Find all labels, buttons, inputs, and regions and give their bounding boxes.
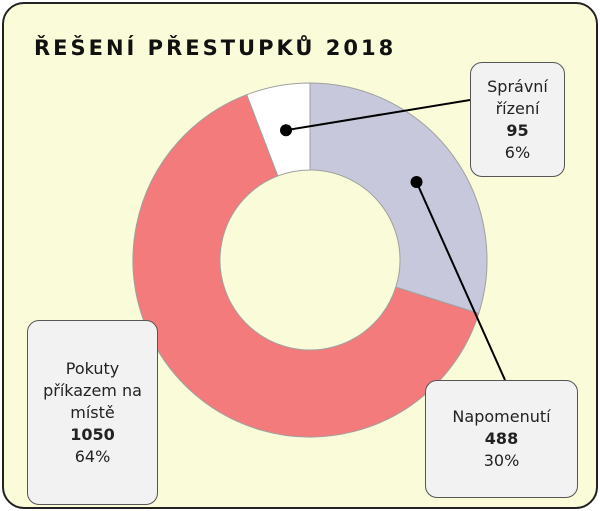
callout-box: Správní řízení 95 6% bbox=[470, 62, 565, 177]
callout-percent: 6% bbox=[504, 142, 531, 162]
callout-box: Napomenutí 488 30% bbox=[425, 380, 578, 498]
chart-title: ŘEŠENÍ PŘESTUPKŮ 2018 bbox=[34, 36, 397, 60]
callout-name: Pokuty příkazem na místě bbox=[43, 358, 142, 422]
donut-slice bbox=[309, 82, 488, 315]
leader-dot bbox=[410, 176, 423, 189]
callout-value: 488 bbox=[484, 429, 519, 448]
donut-slice bbox=[132, 94, 480, 438]
callout-name: Správní řízení bbox=[487, 76, 548, 118]
leader-line bbox=[415, 181, 506, 381]
callout-value: 1050 bbox=[70, 424, 115, 444]
callout-value: 95 bbox=[506, 120, 529, 140]
leader-line bbox=[285, 99, 471, 132]
callout-percent: 30% bbox=[483, 451, 520, 470]
leader-dot bbox=[280, 124, 293, 137]
callout-percent: 64% bbox=[74, 446, 111, 466]
callout-name: Napomenutí bbox=[452, 407, 551, 426]
callout-box: Pokuty příkazem na místě 1050 64% bbox=[27, 320, 158, 505]
